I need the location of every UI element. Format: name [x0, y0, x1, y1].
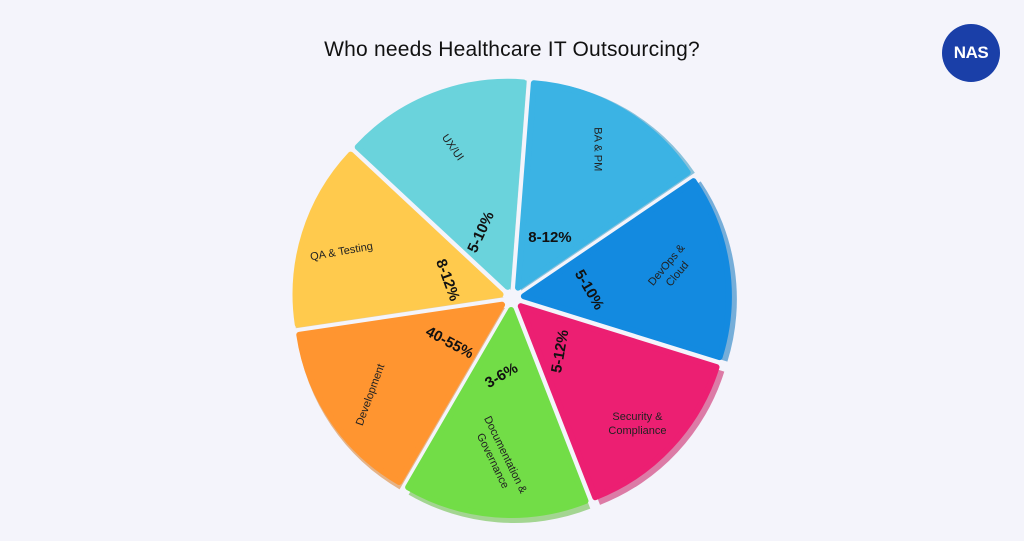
pie-slice-ux-ui	[354, 78, 527, 290]
pie-slice-security-compliance	[517, 303, 720, 501]
nas-logo: NAS	[942, 24, 1000, 82]
page-title: Who needs Healthcare IT Outsourcing?	[324, 38, 700, 61]
pie-slice-devops-cloud	[520, 178, 732, 361]
pie-slice-ba-pm	[515, 80, 691, 291]
slice-value-ba-pm: 8-12%	[528, 229, 571, 246]
pie-slice-development	[296, 301, 506, 486]
slice-label-security-compliance: Security & Compliance	[608, 411, 666, 437]
pie-slice-qa-testing	[292, 151, 504, 328]
pie-slice-documentation-governance	[405, 306, 589, 518]
slice-label-ba-pm: BA & PM	[591, 127, 603, 171]
